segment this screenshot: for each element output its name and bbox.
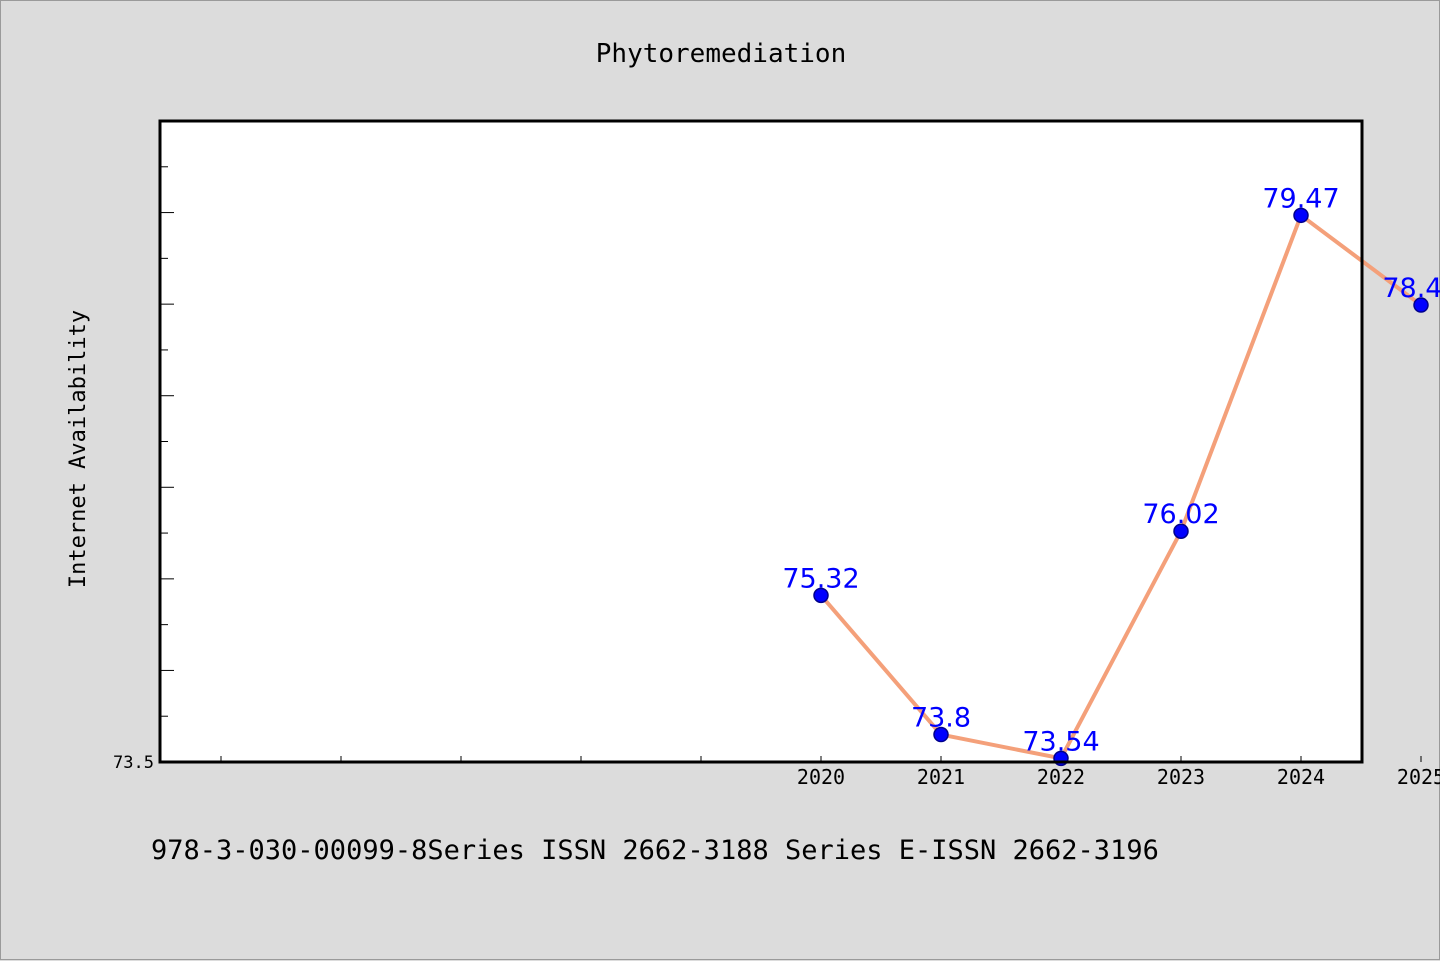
series-layer: 75.32 73.8 73.54 76.02 79.47 78.49 [782, 183, 1440, 767]
data-label: 78.49 [1382, 273, 1440, 304]
y-tick-label: 73.5 [113, 753, 154, 773]
x-tick-label: 2022 [1037, 765, 1085, 789]
data-label: 73.8 [911, 703, 971, 734]
footer-note: 978-3-030-00099-8Series ISSN 2662-3188 S… [151, 835, 1159, 866]
x-tick-label: 2024 [1277, 765, 1325, 789]
data-point [933, 726, 949, 743]
data-label: 75.32 [782, 563, 859, 594]
x-tick-label: 2021 [917, 765, 965, 789]
series-line [819, 213, 1423, 761]
data-point [1293, 207, 1309, 224]
data-point [1173, 523, 1189, 539]
x-tick-label: 2023 [1157, 765, 1205, 789]
data-point [1413, 297, 1429, 313]
x-tick-label: 2025 [1397, 765, 1440, 789]
data-label: 79.47 [1262, 183, 1339, 214]
data-point [813, 587, 829, 604]
data-label: 76.02 [1142, 499, 1219, 530]
data-label: 73.54 [1022, 726, 1099, 757]
y-axis-label: Internet Availability [66, 310, 91, 588]
x-tick-label: 2020 [797, 765, 845, 789]
chart-title: Phytoremediation [596, 39, 846, 69]
plot-frame [158, 119, 1364, 764]
plot-area [160, 121, 1362, 762]
